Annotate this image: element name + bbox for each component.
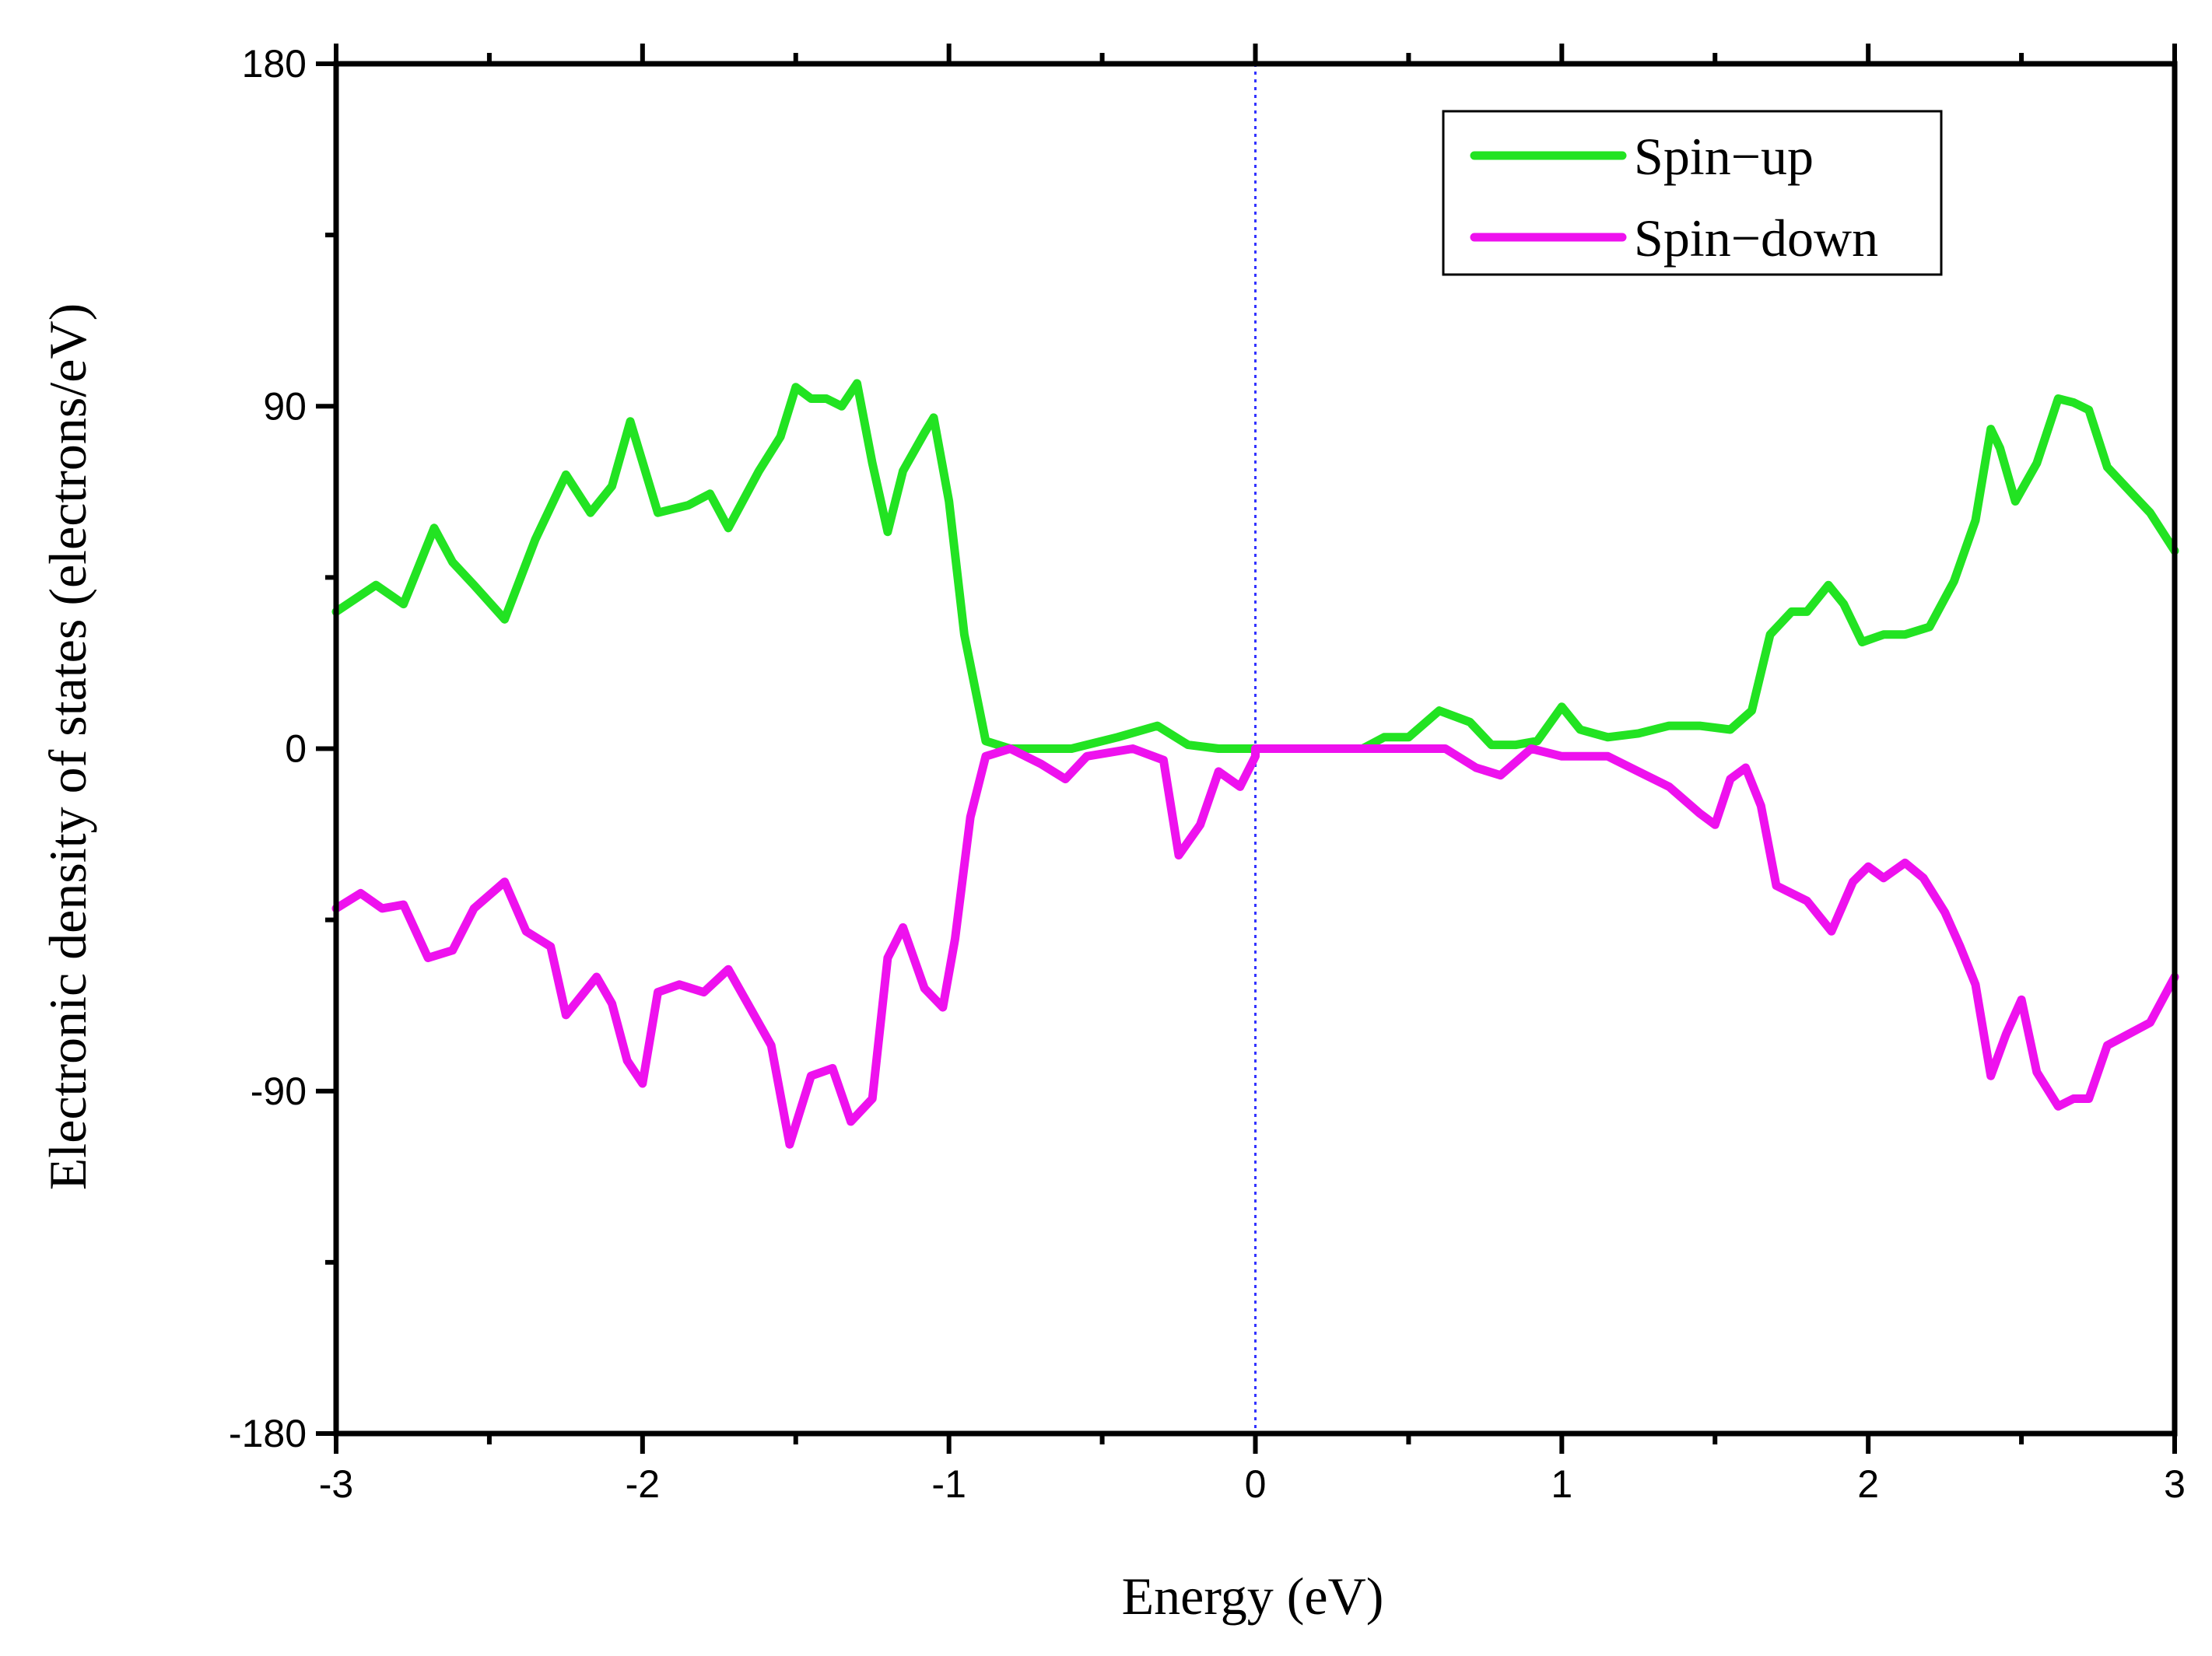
x-tick-label: -1 (931, 1462, 966, 1506)
x-tick-labels: -3 -2 -1 0 1 2 3 (319, 1462, 2186, 1506)
x-axis-title: Energy (eV) (1122, 1567, 1384, 1626)
legend: Spin−up Spin−down (1442, 110, 1943, 276)
major-ticks (316, 44, 2177, 1454)
series-spin-down-line (331, 744, 2179, 1149)
plot-frame (333, 61, 2178, 1437)
y-tick-label: 180 (242, 42, 307, 86)
y-tick-labels: -180 -90 0 90 180 (229, 42, 307, 1455)
x-tick-label: 0 (1245, 1462, 1267, 1506)
y-tick-label: -180 (229, 1412, 307, 1455)
y-tick-label: 90 (263, 384, 307, 428)
y-axis-title: Electronic density of states (electrons/… (38, 303, 97, 1190)
x-tick-label: 3 (2164, 1462, 2186, 1506)
x-tick-label: -2 (626, 1462, 660, 1506)
y-tick-label: -90 (251, 1070, 307, 1113)
series-layer (331, 379, 2179, 1149)
x-tick-label: 2 (1857, 1462, 1879, 1506)
legend-label-spin-up: Spin−up (1634, 127, 1814, 186)
x-tick-label: 1 (1551, 1462, 1572, 1506)
x-tick-label: -3 (319, 1462, 353, 1506)
y-tick-label: 0 (285, 727, 307, 771)
legend-label-spin-down: Spin−down (1634, 208, 1878, 268)
legend-box (1442, 110, 1943, 276)
